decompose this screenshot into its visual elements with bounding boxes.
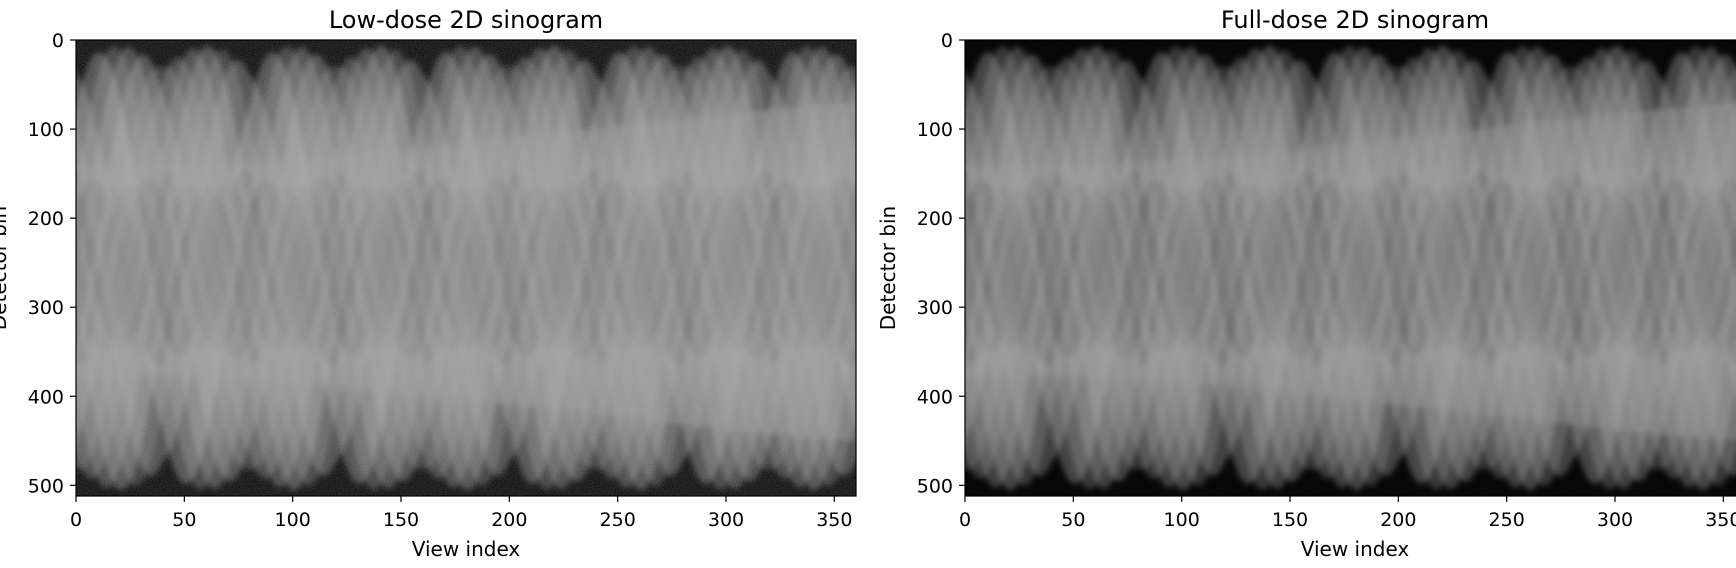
chart-title: Full-dose 2D sinogram (1221, 6, 1489, 34)
y-tick-label: 100 (28, 119, 64, 141)
panel-full-dose: 0 50 100 150 200 250 300 350 0 100 200 300 400 500 Ful… (876, 6, 1736, 561)
x-tick-label: 50 (172, 509, 196, 531)
noise-overlay (76, 40, 856, 496)
x-tick-label: 250 (600, 509, 636, 531)
y-tick-label: 500 (28, 475, 64, 497)
heatmap-full-dose (965, 40, 1736, 496)
y-tick-label: 100 (917, 119, 953, 141)
y-tick-label: 0 (941, 30, 953, 52)
y-tick-label: 300 (28, 297, 64, 319)
y-tick-label: 200 (28, 208, 64, 230)
panel-low-dose: 0 50 100 150 200 250 300 350 0 100 200 300 400 500 Low… (0, 6, 857, 561)
x-tick-label: 350 (1705, 509, 1736, 531)
x-tick-label: 350 (816, 509, 852, 531)
y-tick-label: 500 (917, 475, 953, 497)
y-tick-label: 400 (28, 386, 64, 408)
x-tick-label: 300 (708, 509, 744, 531)
x-axis-label: View index (412, 537, 521, 561)
x-tick-label: 100 (1164, 509, 1200, 531)
y-axis-label: Detector bin (0, 206, 11, 330)
y-axis-label: Detector bin (876, 206, 900, 330)
x-tick-label: 200 (491, 509, 527, 531)
x-tick-label: 150 (1272, 509, 1308, 531)
y-tick-label: 0 (52, 30, 64, 52)
x-tick-label: 300 (1597, 509, 1633, 531)
x-tick-label: 0 (70, 509, 82, 531)
axes-frame (964, 39, 1736, 497)
y-tick-label: 300 (917, 297, 953, 319)
heatmap-low-dose (76, 40, 856, 496)
chart-title: Low-dose 2D sinogram (329, 6, 603, 34)
x-tick-label: 50 (1061, 509, 1085, 531)
noise-overlay (965, 40, 1736, 496)
x-tick-label: 250 (1489, 509, 1525, 531)
x-tick-label: 100 (275, 509, 311, 531)
x-tick-label: 0 (959, 509, 971, 531)
axes-frame (75, 39, 857, 497)
x-tick-label: 150 (383, 509, 419, 531)
x-axis-label: View index (1301, 537, 1410, 561)
y-tick-label: 400 (917, 386, 953, 408)
y-tick-label: 200 (917, 208, 953, 230)
x-tick-label: 200 (1380, 509, 1416, 531)
